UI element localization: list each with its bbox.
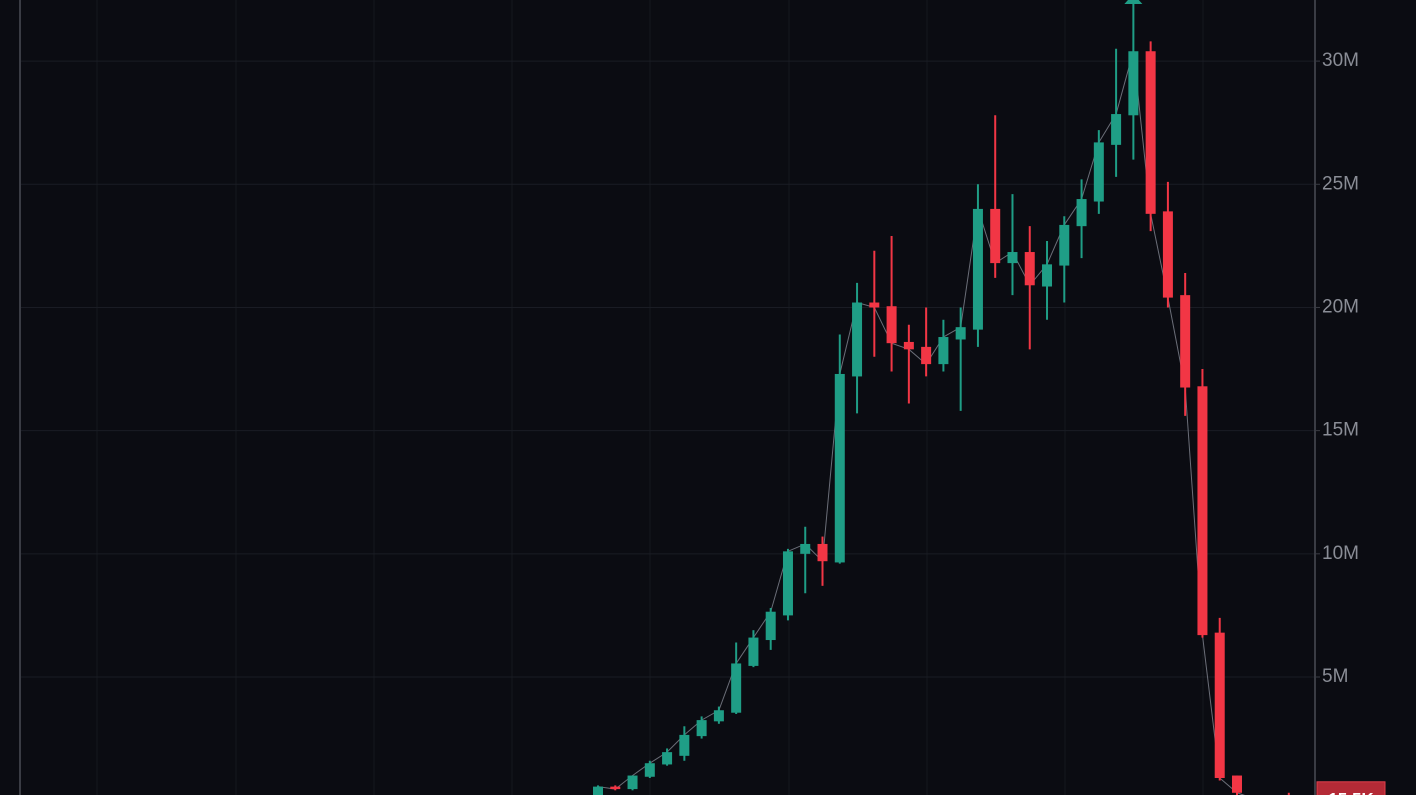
candle-body	[644, 763, 655, 777]
candle-body	[869, 302, 880, 308]
candle-body	[765, 611, 776, 641]
high-marker	[1124, 0, 1143, 4]
candle-body	[1180, 295, 1191, 388]
y-tick-label: 20M	[1322, 296, 1359, 317]
last-price-tag	[1316, 781, 1386, 795]
y-tick-label: 15M	[1322, 420, 1359, 441]
candle-body	[938, 337, 949, 365]
last-price-label: 15.5K	[1328, 789, 1374, 795]
candle-body	[1076, 199, 1087, 227]
candle-body	[1145, 51, 1156, 214]
candle-body	[886, 306, 897, 344]
candle-body	[1214, 632, 1225, 779]
candle-body	[1197, 386, 1208, 636]
candle-body	[852, 302, 863, 377]
y-tick-label: 25M	[1322, 173, 1359, 194]
y-tick-label: 10M	[1322, 543, 1359, 564]
candle-body	[1042, 264, 1053, 287]
candle-body	[955, 327, 966, 340]
horizontal-grid	[21, 60, 1315, 678]
candle-body	[972, 208, 983, 330]
candle-body	[1162, 211, 1173, 298]
candle-body	[1128, 51, 1139, 116]
candle-body	[610, 786, 621, 790]
candle-body	[782, 551, 793, 616]
candle-body	[921, 346, 932, 365]
candle-body	[1231, 775, 1242, 793]
candle-body	[990, 208, 1001, 264]
y-tick-label: 5M	[1322, 666, 1348, 687]
candle-body	[593, 786, 603, 795]
candle-body	[1111, 114, 1122, 145]
y-tick-label: 30M	[1322, 50, 1359, 71]
candle-body	[713, 710, 724, 722]
candle-body	[748, 637, 759, 666]
candle-body	[800, 543, 811, 554]
candle-body	[903, 341, 914, 350]
candle-body	[1093, 142, 1104, 202]
vertical-grid	[96, 0, 1204, 795]
candle-body	[1024, 252, 1035, 286]
plot-area	[593, 0, 1290, 795]
candle-body	[1007, 252, 1018, 264]
candle-body	[627, 775, 638, 790]
price-axis: 5M 10M 15M 20M 25M 30M 15.5K	[1315, 50, 1386, 795]
candle-body	[679, 734, 690, 756]
candle-body	[817, 543, 828, 562]
candle-body	[1059, 224, 1070, 266]
candle-body	[696, 720, 707, 737]
candle-body	[834, 373, 845, 563]
candle-body	[662, 752, 673, 765]
candle-body	[731, 663, 742, 713]
